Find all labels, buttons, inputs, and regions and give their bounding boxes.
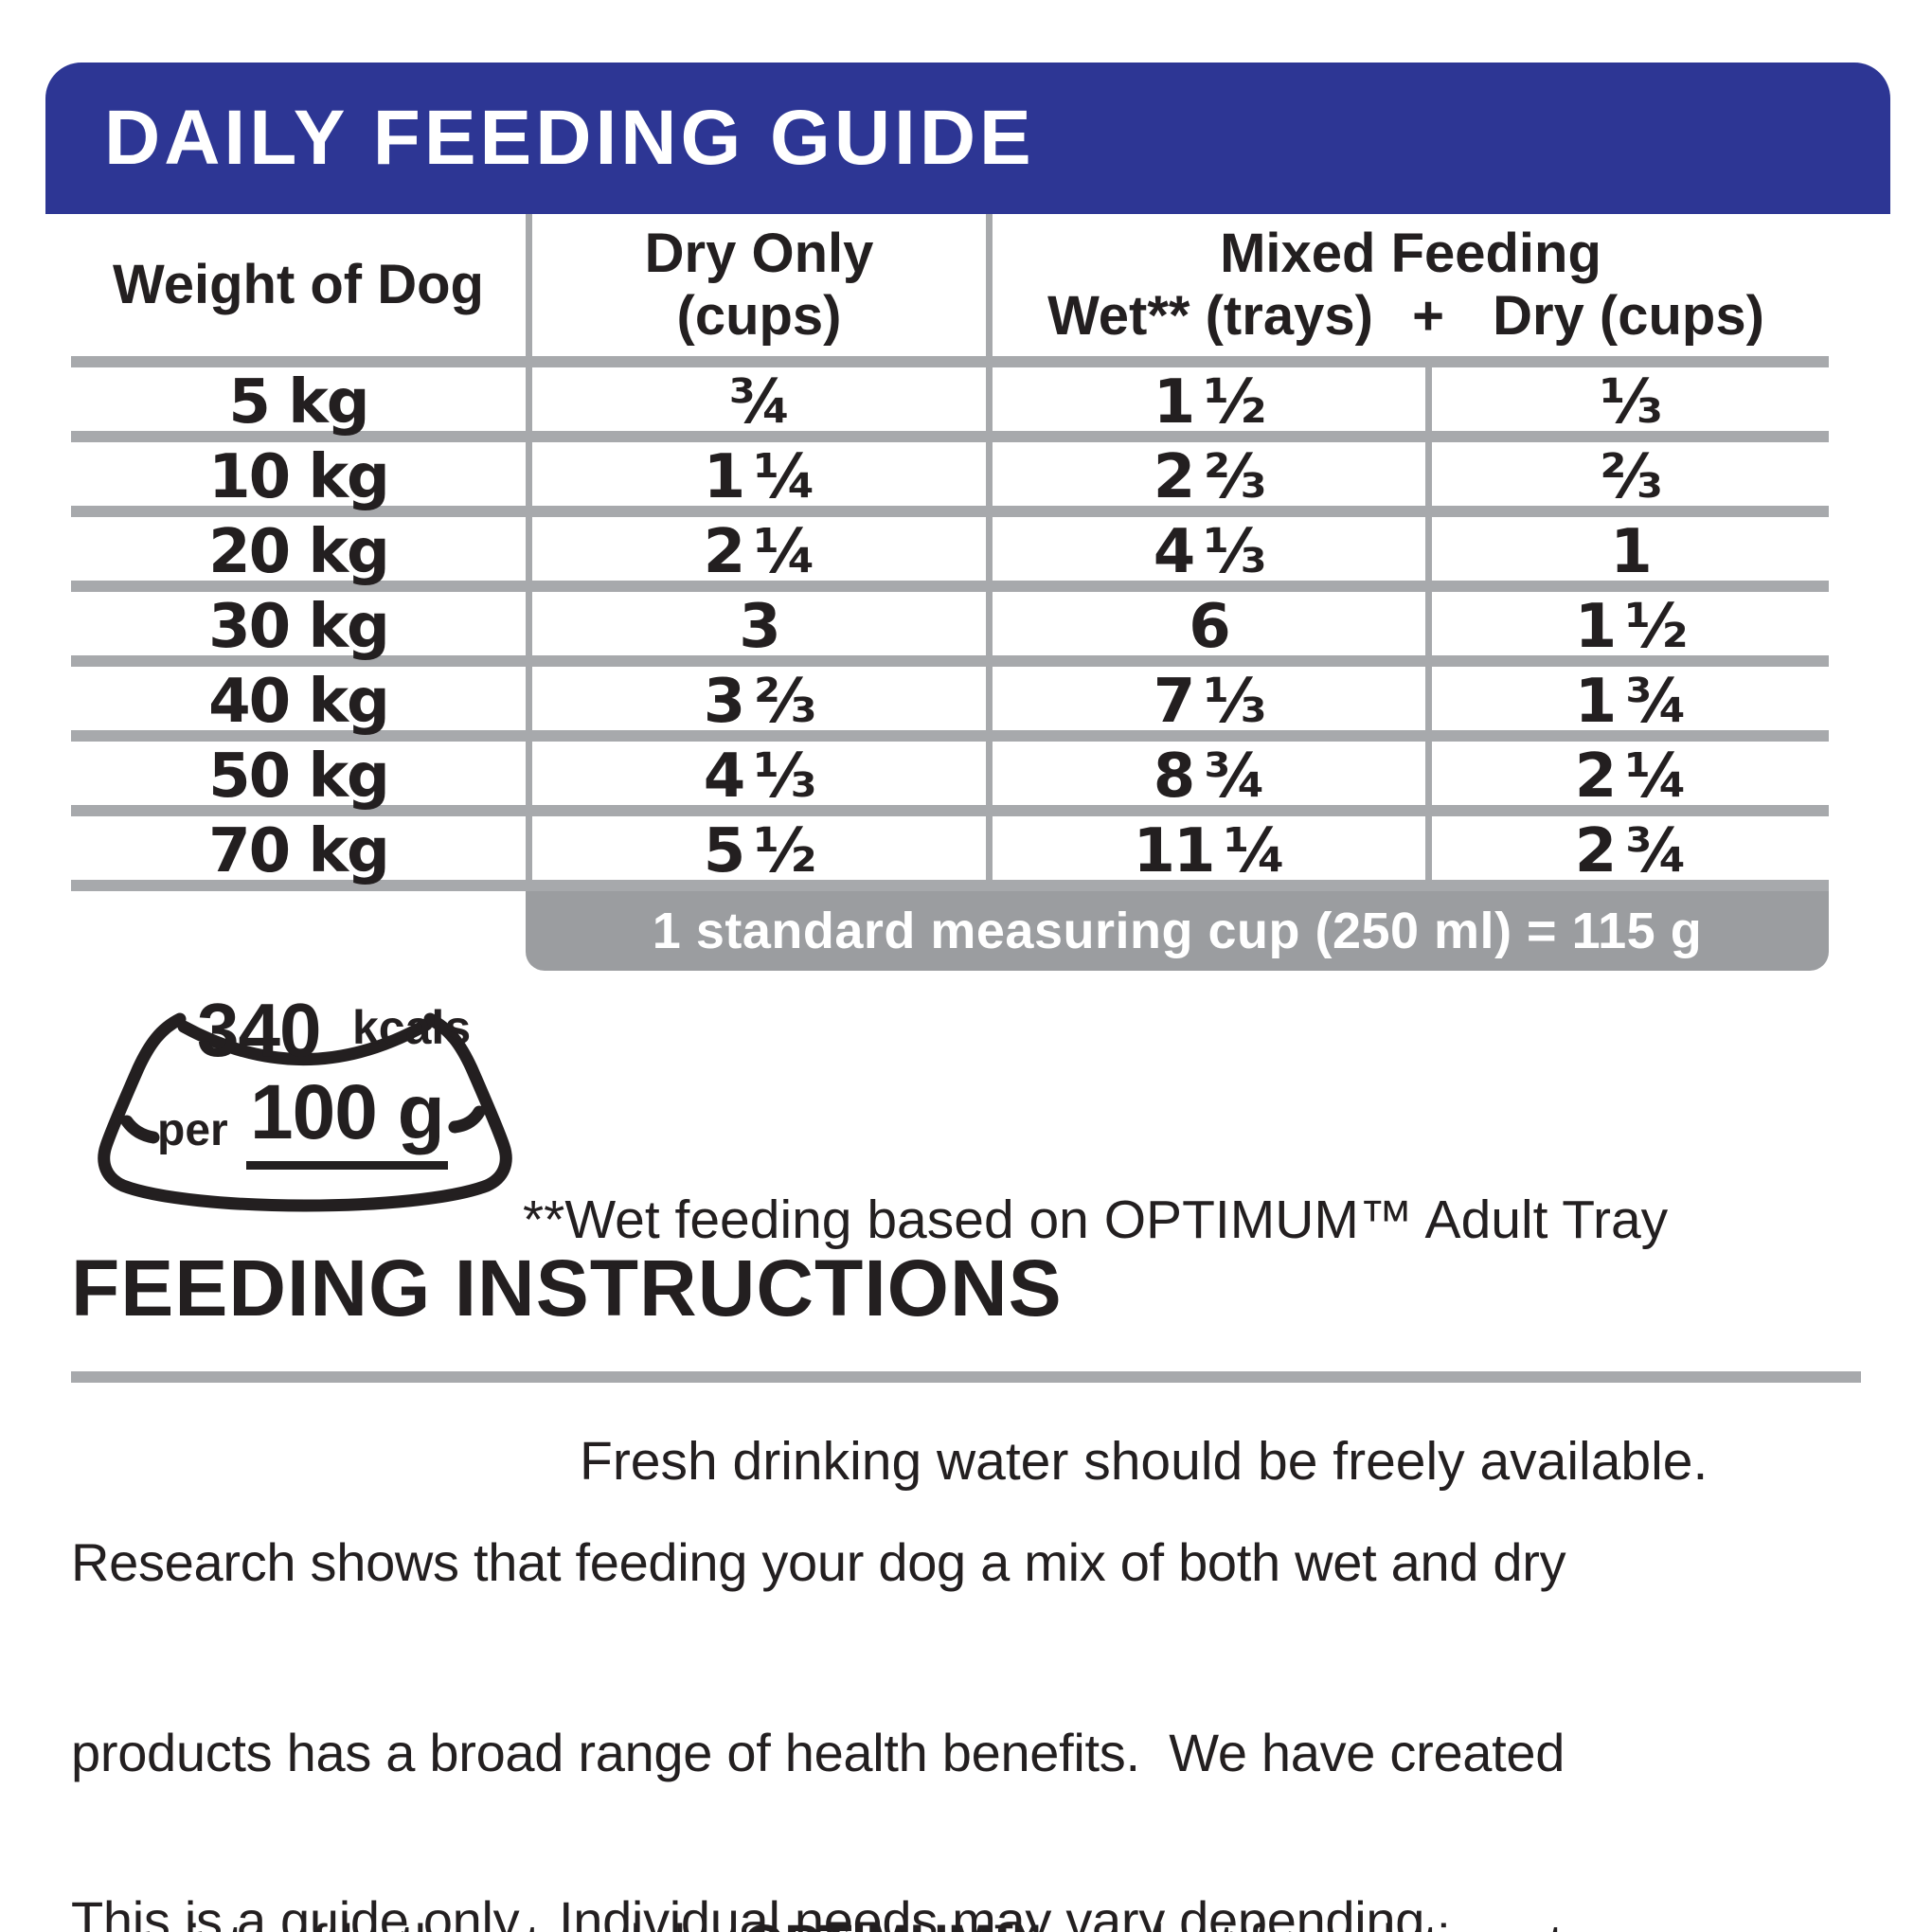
banner-title: DAILY FEEDING GUIDE: [104, 95, 1035, 181]
table-row: 40 kg 3 ⅔ 7 ⅓ 1 ¾: [71, 667, 1829, 742]
wet-trays-cell: 7 ⅓: [986, 667, 1425, 737]
dry-only-cell: 1 ¼: [526, 442, 986, 512]
paragraph-text: a variety of both wet and dry: [71, 1913, 743, 1932]
brand-name: OPTIMUM™: [743, 1913, 1045, 1932]
kcal-value: 340: [197, 988, 321, 1072]
dry-cups-cell: ⅓: [1425, 367, 1829, 438]
dry-only-cell: 2 ¼: [526, 517, 986, 587]
dry-only-cell: 3: [526, 592, 986, 662]
table-row: 20 kg 2 ¼ 4 ⅓ 1: [71, 517, 1829, 592]
dry-only-cell: ¾: [526, 367, 986, 438]
header-banner: DAILY FEEDING GUIDE: [45, 63, 1890, 214]
dry-cups-cell: 1: [1425, 517, 1829, 587]
weight-cell: 5 kg: [228, 367, 369, 438]
guide-note-paragraph: This is a guide only. Individual needs m…: [71, 1762, 1424, 1932]
header-label: (cups): [676, 285, 842, 347]
weight-cell: 10 kg: [208, 442, 390, 512]
instructions-paragraph: Research shows that feeding your dog a m…: [71, 1404, 1597, 1932]
header-weight-of-dog: Weight of Dog: [71, 214, 526, 356]
dry-only-cell: 3 ⅔: [526, 667, 986, 737]
header-label: Mixed Feeding: [1220, 223, 1601, 284]
header-dry-cups: Dry (cups): [1493, 285, 1764, 347]
table-row: 50 kg 4 ⅓ 8 ¾ 2 ¼: [71, 742, 1829, 816]
dry-cups-cell: 1 ½: [1425, 592, 1829, 662]
weight-cell: 20 kg: [208, 517, 390, 587]
measuring-cup-note: 1 standard measuring cup (250 ml) = 115 …: [526, 891, 1829, 971]
table-row: 10 kg 1 ¼ 2 ⅔ ⅔: [71, 442, 1829, 517]
paragraph-line: a variety of both wet and dry OPTIMUM™ p…: [71, 1911, 1597, 1932]
dry-cups-cell: 2 ¼: [1425, 742, 1829, 812]
plus-sign: +: [1412, 285, 1444, 347]
dry-cups-cell: 2 ¾: [1425, 816, 1829, 886]
divider-rule: [71, 1371, 1861, 1383]
footnote-line: Fresh drinking water should be freely av…: [580, 1431, 1708, 1492]
wet-trays-cell: 8 ¾: [986, 742, 1425, 812]
table-row: 30 kg 3 6 1 ½: [71, 592, 1829, 667]
dry-cups-cell: 1 ¾: [1425, 667, 1829, 737]
dry-cups-cell: ⅔: [1425, 442, 1829, 512]
paragraph-line: This is a guide only. Individual needs m…: [71, 1890, 1425, 1932]
paragraph-line: Research shows that feeding your dog a m…: [71, 1532, 1566, 1592]
dry-only-cell: 4 ⅓: [526, 742, 986, 812]
header-dry-only: Dry Only (cups): [526, 214, 986, 356]
kcal-unit: kcals: [352, 1001, 472, 1054]
paragraph-text: product formulations to: [1045, 1913, 1592, 1932]
measuring-cup-note-text: 1 standard measuring cup (250 ml) = 115 …: [652, 903, 1703, 959]
header-mixed-feeding: Mixed Feeding Wet** (trays) + Dry (cups): [986, 214, 1829, 356]
dog-bowl-icon: [98, 1012, 512, 1212]
weight-cell: 70 kg: [208, 816, 390, 886]
wet-trays-cell: 4 ⅓: [986, 517, 1425, 587]
feeding-instructions-title: FEEDING INSTRUCTIONS: [71, 1243, 1063, 1333]
header-wet-trays: Wet** (trays): [1047, 285, 1373, 347]
weight-cell: 30 kg: [208, 592, 390, 662]
weight-cell: 50 kg: [208, 742, 390, 812]
footnote-line: **Wet feeding based on OPTIMUM™ Adult Tr…: [523, 1190, 1669, 1250]
header-label: Dry Only: [644, 223, 874, 284]
header-label: Weight of Dog: [113, 254, 484, 315]
paragraph-line: products has a broad range of health ben…: [71, 1723, 1565, 1782]
wet-trays-cell: 6: [986, 592, 1425, 662]
wet-trays-cell: 2 ⅔: [986, 442, 1425, 512]
wet-trays-cell: 11 ¼: [986, 816, 1425, 886]
weight-cell: 40 kg: [208, 667, 390, 737]
wet-feeding-footnote: **Wet feeding based on OPTIMUM™ Adult Tr…: [523, 1019, 1708, 1663]
kcal-badge: 340 kcals per 100 g: [78, 987, 532, 1233]
table-header-row: Weight of Dog Dry Only (cups) Mixed Feed…: [71, 214, 1829, 356]
dry-only-cell: 5 ½: [526, 816, 986, 886]
mixed-feeding-subheader: Wet** (trays) + Dry (cups): [993, 285, 1829, 348]
kcal-per-amount: 100 g: [246, 1068, 448, 1170]
table-row: 5 kg ¾ 1 ½ ⅓: [71, 367, 1829, 442]
table-row: 70 kg 5 ½ 11 ¼ 2 ¾: [71, 816, 1829, 891]
daily-feeding-table: Weight of Dog Dry Only (cups) Mixed Feed…: [71, 214, 1829, 971]
kcal-per-label: per: [157, 1105, 228, 1155]
wet-trays-cell: 1 ½: [986, 367, 1425, 438]
table-body: 5 kg ¾ 1 ½ ⅓ 10 kg 1 ¼ 2 ⅔ ⅔ 20 kg 2 ¼ 4…: [71, 356, 1829, 891]
